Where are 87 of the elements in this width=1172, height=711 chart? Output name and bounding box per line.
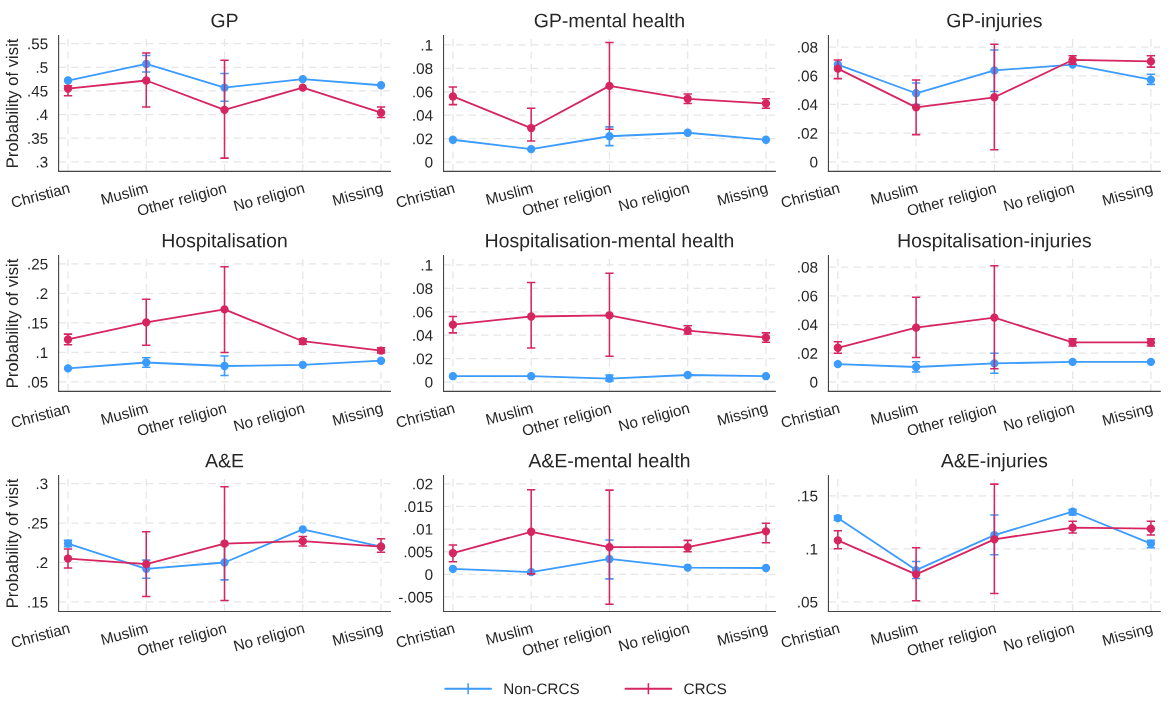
x-tick-label: Missing	[717, 622, 769, 649]
x-tick-label: Christian	[780, 402, 840, 429]
y-tick-label: .02	[798, 128, 818, 139]
y-tick-label: .1	[421, 39, 433, 51]
y-axis-title: Probability of visit	[5, 258, 22, 387]
y-tick-label: .1	[36, 347, 48, 358]
chart-title: A&E-mental health	[528, 453, 690, 468]
chart-title: Hospitalisation-mental health	[486, 233, 734, 252]
x-tick-label: Missing	[717, 402, 769, 429]
x-tick-label: Christian	[395, 182, 455, 209]
x-tick-label: No religion	[618, 622, 691, 655]
y-tick-label: .08	[413, 283, 433, 295]
y-tick-label: .1	[421, 259, 433, 271]
y-tick-label: .02	[413, 353, 433, 365]
y-tick-label: .15	[28, 317, 48, 329]
y-tick-label: .15	[798, 490, 818, 502]
y-tick-label: 0	[425, 569, 433, 581]
y-tick-label: .08	[413, 63, 433, 75]
chart-title: Hospitalisation	[162, 233, 287, 252]
x-tick-label: No religion	[233, 622, 306, 655]
y-tick-label: .1	[806, 543, 818, 555]
x-tick-label: Missing	[1102, 622, 1154, 649]
legend-label: CRCS	[684, 683, 727, 695]
y-tick-label: .04	[798, 319, 818, 331]
x-tick-label: Christian	[395, 402, 455, 429]
y-axis-title: Probability of visit	[5, 478, 22, 608]
y-tick-label: .5	[36, 62, 48, 73]
y-tick-label: .4	[36, 109, 48, 121]
y-tick-label: .02	[413, 133, 433, 145]
y-tick-label: .06	[413, 306, 433, 318]
y-tick-label: -.005	[398, 591, 433, 603]
y-tick-label: 0	[425, 376, 433, 388]
x-tick-label: No religion	[1003, 402, 1076, 435]
y-tick-label: .2	[36, 557, 48, 569]
x-tick-label: No religion	[618, 402, 691, 435]
y-tick-label: .06	[413, 86, 433, 98]
y-tick-label: .04	[798, 99, 818, 111]
y-tick-label: .015	[404, 501, 433, 513]
y-axis-title: Probability of visit	[5, 38, 22, 167]
chart-title: Hospitalisation-injuries	[898, 233, 1091, 252]
y-tick-label: .05	[798, 596, 818, 608]
y-tick-label: .35	[28, 133, 48, 144]
y-tick-label: .06	[798, 290, 818, 302]
y-tick-label: .25	[28, 258, 48, 270]
y-tick-label: .04	[413, 110, 433, 121]
y-tick-label: .04	[413, 330, 433, 341]
x-tick-label: Christian	[395, 622, 455, 649]
legend-label: Non-CRCS	[504, 683, 579, 695]
y-tick-label: .01	[413, 523, 433, 535]
y-tick-label: .02	[798, 348, 818, 359]
x-tick-label: No religion	[233, 402, 306, 435]
chart-title: GP-injuries	[947, 13, 1042, 32]
y-tick-label: 0	[810, 376, 818, 388]
y-tick-label: .55	[28, 38, 48, 50]
chart-title: A&E-injuries	[940, 453, 1048, 472]
y-tick-label: .45	[28, 85, 48, 97]
y-tick-label: .3	[36, 478, 48, 490]
x-tick-label: Christian	[780, 182, 840, 209]
y-tick-label: .2	[36, 288, 48, 299]
x-tick-label: No religion	[233, 182, 306, 215]
x-tick-label: Missing	[332, 622, 384, 649]
x-tick-label: Christian	[780, 622, 840, 649]
x-tick-label: Christian	[10, 182, 70, 209]
y-tick-label: .02	[413, 478, 433, 490]
y-tick-label: 0	[810, 156, 818, 168]
x-tick-label: Christian	[10, 622, 70, 649]
x-tick-label: No religion	[1003, 622, 1076, 655]
y-tick-label: .05	[28, 376, 48, 388]
y-tick-label: .005	[404, 546, 433, 558]
y-tick-label: .06	[798, 70, 818, 82]
y-tick-label: 0	[425, 156, 433, 168]
chart-title: GP-mental health	[534, 13, 684, 28]
x-tick-label: Missing	[1102, 402, 1154, 429]
chart-title: GP	[211, 13, 238, 28]
y-tick-label: .08	[798, 261, 818, 273]
y-tick-label: .3	[36, 156, 48, 168]
y-tick-label: .08	[798, 41, 818, 53]
y-tick-label: .25	[28, 517, 48, 529]
chart-title: A&E	[205, 453, 244, 468]
x-tick-label: Missing	[1102, 182, 1154, 209]
y-tick-label: .15	[28, 597, 48, 608]
x-tick-label: Missing	[717, 182, 769, 209]
x-tick-label: Missing	[332, 402, 384, 429]
x-tick-label: Missing	[332, 182, 384, 209]
x-tick-label: Christian	[10, 402, 70, 429]
x-tick-label: No religion	[618, 182, 691, 215]
x-tick-label: No religion	[1003, 182, 1076, 215]
